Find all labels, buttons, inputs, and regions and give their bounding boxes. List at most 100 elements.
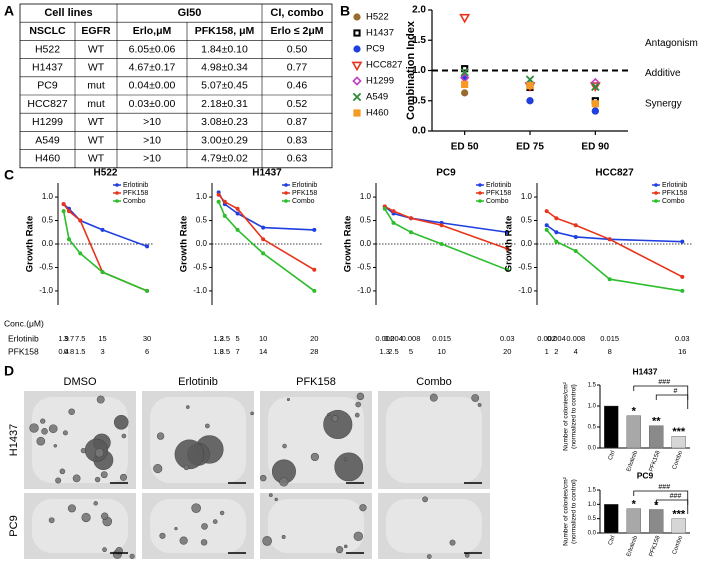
- colony: [94, 448, 105, 458]
- micrograph-vignette: [386, 499, 482, 553]
- x-tick-label-pfk158: 5: [409, 347, 413, 356]
- x-tick-label: Combo: [672, 450, 684, 471]
- column-header: Erlo ≤ 2μM: [270, 25, 323, 37]
- micrograph: [378, 391, 490, 489]
- y-tick-label: 0.5: [588, 516, 597, 522]
- bar: [649, 425, 664, 449]
- x-tick-label: 0.004: [547, 334, 566, 343]
- point: [78, 251, 83, 256]
- colony: [113, 414, 129, 430]
- x-tick-label: 1.9: [58, 334, 68, 343]
- table: Cell lines GI50 CI, combo NSCLC EGFR Erlo,μM P…: [19, 3, 333, 169]
- point: [439, 223, 444, 228]
- colony: [72, 474, 81, 483]
- point: [680, 239, 685, 244]
- table-cell: 4.67±0.17: [129, 61, 176, 73]
- table-cell: WT: [88, 116, 105, 128]
- point: [235, 206, 240, 211]
- x-tick-label: 10: [259, 334, 267, 343]
- y-tick-label: 1.0: [521, 192, 533, 201]
- x-tick-label: 0.03: [675, 334, 690, 343]
- x-tick-label: 7.5: [75, 334, 85, 343]
- y-tick-label: 1.0: [412, 65, 426, 76]
- point: [607, 237, 612, 242]
- legend-dot: [478, 191, 482, 195]
- table-cell: 0.77: [287, 61, 308, 73]
- table-cell: 6.05±0.06: [129, 43, 176, 55]
- y-axis-label: (normalized to control): [571, 479, 578, 544]
- legend-dot: [654, 199, 658, 203]
- y-tick-label: 1.0: [588, 404, 597, 410]
- bracket-label: ###: [670, 493, 682, 500]
- y-tick-label: 0.5: [588, 425, 597, 431]
- colony: [219, 510, 225, 516]
- point: [554, 239, 559, 244]
- x-tick-label: 0.03: [500, 334, 515, 343]
- chart-title: PC9: [637, 470, 654, 480]
- point: [391, 220, 396, 225]
- legend-label: A549: [366, 92, 388, 103]
- colony: [102, 547, 107, 553]
- table-cell: H1437: [32, 61, 63, 73]
- legend-dot: [115, 183, 119, 187]
- table-cell: >10: [143, 152, 161, 164]
- group-header: GI50: [178, 7, 202, 19]
- colony: [29, 423, 39, 433]
- table-cell: 0.46: [287, 80, 308, 92]
- colony: [48, 424, 58, 434]
- y-tick-label: 2.0: [412, 5, 426, 16]
- bar: [626, 508, 641, 534]
- table-cell: 1.84±0.10: [201, 43, 248, 55]
- point: [439, 242, 444, 246]
- x-tick-label: 2.5: [220, 334, 230, 343]
- y-axis-label: Growth Rate: [343, 216, 354, 272]
- micrograph: [142, 391, 254, 489]
- legend-label: Combo: [292, 198, 315, 205]
- y-tick-label: 1.0: [360, 192, 372, 201]
- legend-label: H1437: [366, 28, 394, 39]
- point: [573, 249, 578, 254]
- colony: [477, 403, 482, 407]
- point: [222, 213, 227, 218]
- panel-letter: C: [4, 167, 14, 183]
- colony: [81, 512, 91, 523]
- x-tick-label: ED 50: [451, 142, 479, 153]
- micrograph: [260, 493, 372, 559]
- colony: [179, 536, 188, 545]
- x-tick-label: 0.002: [375, 334, 394, 343]
- colony: [101, 512, 109, 520]
- y-axis-label: Number of colonies/cm²: [563, 476, 570, 545]
- y-tick-label: -1.0: [39, 286, 53, 295]
- bar: [604, 504, 619, 534]
- table-cell: WT: [88, 152, 105, 164]
- legend-dot: [115, 191, 119, 195]
- legend-label: PFK158: [123, 190, 148, 197]
- y-tick-label: -1.0: [193, 286, 207, 295]
- x-tick-label: Ctrl: [608, 450, 617, 461]
- point: [312, 227, 317, 232]
- y-axis-label: Number of colonies/cm²: [563, 381, 570, 450]
- x-tick-label: Erlotinib: [626, 535, 639, 558]
- colony: [471, 394, 480, 402]
- colony: [286, 397, 290, 402]
- bar: [649, 509, 664, 534]
- table-cell: mut: [87, 98, 105, 110]
- point: [216, 192, 221, 197]
- column-header: Erlo,μM: [133, 25, 172, 37]
- significance: ***: [672, 509, 686, 521]
- panel-letter: B: [340, 3, 350, 19]
- table-border: [19, 3, 333, 169]
- table-cell: 0.83: [287, 134, 308, 146]
- point: [554, 230, 559, 235]
- colony: [59, 468, 66, 475]
- colony: [429, 393, 438, 402]
- point: [66, 209, 71, 214]
- table-cell: WT: [88, 134, 105, 146]
- legend-dot: [284, 199, 288, 203]
- x-tick-label: Combo: [672, 535, 684, 556]
- colony: [200, 539, 208, 546]
- significance: *: [632, 406, 637, 418]
- x-tick-label: Erlotinib: [626, 450, 639, 473]
- significance: *: [632, 499, 637, 511]
